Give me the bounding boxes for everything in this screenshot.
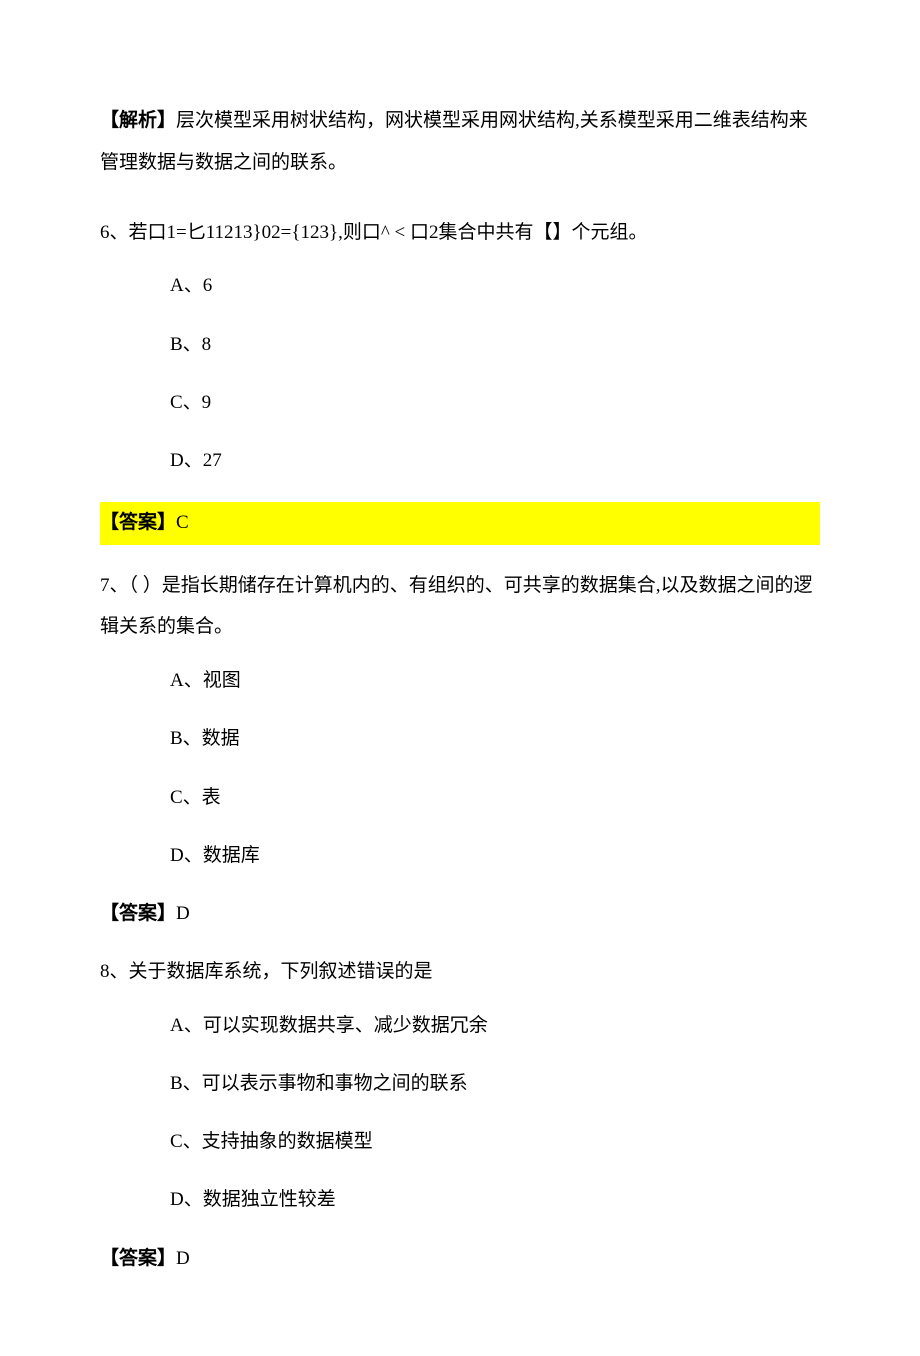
question-6-answer-value: C <box>176 512 189 533</box>
question-6-option-a: A、6 <box>170 269 820 303</box>
question-6-answer-label: 【答案】 <box>100 512 176 533</box>
question-6-option-c: C、9 <box>170 386 820 420</box>
question-8-option-c: C、支持抽象的数据模型 <box>170 1125 820 1159</box>
question-6-option-b: B、8 <box>170 328 820 362</box>
question-6-answer: 【答案】C <box>100 502 820 544</box>
question-6-option-d: D、27 <box>170 444 820 478</box>
question-7-option-a: A、视图 <box>170 664 820 698</box>
question-7-answer-value: D <box>176 903 190 924</box>
question-7-option-c: C、表 <box>170 781 820 815</box>
question-7-answer-label: 【答案】 <box>100 903 176 924</box>
question-8-text: 8、关于数据库系统，下列叙述错误的是 <box>100 951 820 993</box>
question-8-answer-value: D <box>176 1248 190 1269</box>
question-7-option-d: D、数据库 <box>170 839 820 873</box>
question-8-option-b: B、可以表示事物和事物之间的联系 <box>170 1067 820 1101</box>
question-8-answer: 【答案】D <box>100 1242 820 1276</box>
question-7-option-b: B、数据 <box>170 722 820 756</box>
analysis-label: 【解析】 <box>100 110 176 131</box>
question-7-answer: 【答案】D <box>100 897 820 931</box>
analysis-text: 层次模型采用树状结构，网状模型采用网状结构,关系模型采用二维表结构来管理数据与数… <box>100 110 808 173</box>
question-8-option-d: D、数据独立性较差 <box>170 1183 820 1217</box>
analysis-paragraph: 【解析】层次模型采用树状结构，网状模型采用网状结构,关系模型采用二维表结构来管理… <box>100 100 820 184</box>
question-8-option-a: A、可以实现数据共享、减少数据冗余 <box>170 1009 820 1043</box>
question-8-answer-label: 【答案】 <box>100 1248 176 1269</box>
question-7-text: 7、（ ）是指长期储存在计算机内的、有组织的、可共享的数据集合,以及数据之间的逻… <box>100 565 820 649</box>
question-6-text: 6、若口1=匕11213}02={123},则口^ < 口2集合中共有【】个元组… <box>100 212 820 254</box>
